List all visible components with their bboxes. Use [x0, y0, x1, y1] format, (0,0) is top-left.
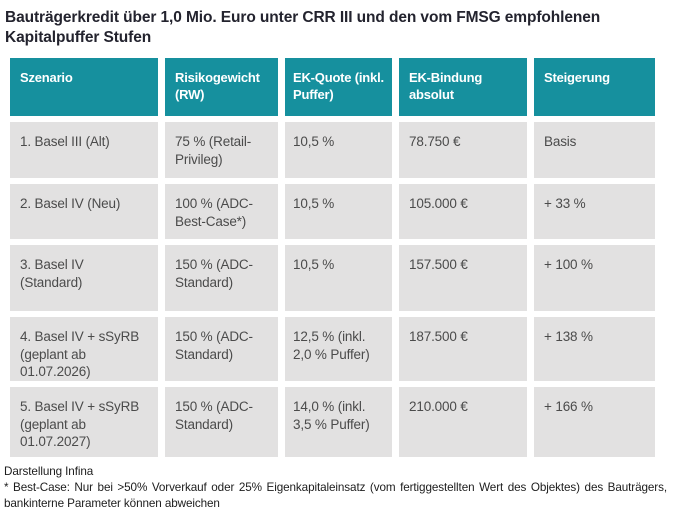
- cell-r5-steigerung: + 166 %: [534, 387, 655, 458]
- cell-r3-risikogewicht: 150 % (ADC-Standard): [165, 245, 278, 312]
- cell-r2-risikogewicht: 100 % (ADC-Best-Case*): [165, 184, 278, 240]
- footnote: * Best-Case: Nur bei >50% Vorverkauf ode…: [4, 481, 667, 511]
- cell-r1-ek-quote: 10,5 %: [285, 122, 392, 179]
- cell-r3-ek-bindung: 157.500 €: [399, 245, 527, 312]
- cell-r1-steigerung: Basis: [534, 122, 655, 179]
- col-header-szenario: Szenario: [10, 58, 158, 117]
- cell-r1-ek-bindung: 78.750 €: [399, 122, 527, 179]
- source-credit: Darstellung Infina: [4, 465, 94, 479]
- col-header-steigerung: Steigerung: [534, 58, 655, 117]
- cell-r5-szenario: 5. Basel IV + sSyRB (geplant ab 01.07.20…: [10, 387, 158, 458]
- col-header-ek-quote: EK-Quote (inkl. Puffer): [285, 58, 392, 117]
- cell-r1-risikogewicht: 75 % (Retail-Privileg): [165, 122, 278, 179]
- col-header-ek-bindung: EK-Bindung absolut: [399, 58, 527, 117]
- data-table: Szenario Risikogewicht (RW) EK-Quote (in…: [10, 58, 667, 458]
- cell-r1-szenario: 1. Basel III (Alt): [10, 122, 158, 179]
- cell-r2-ek-bindung: 105.000 €: [399, 184, 527, 240]
- cell-r4-ek-quote: 12,5 % (inkl. 2,0 % Puffer): [285, 317, 392, 382]
- cell-r2-ek-quote: 10,5 %: [285, 184, 392, 240]
- cell-r3-szenario: 3. Basel IV (Standard): [10, 245, 158, 312]
- cell-r5-ek-quote: 14,0 % (inkl. 3,5 % Puffer): [285, 387, 392, 458]
- cell-r2-steigerung: + 33 %: [534, 184, 655, 240]
- cell-r4-steigerung: + 138 %: [534, 317, 655, 382]
- cell-r4-szenario: 4. Basel IV + sSyRB (geplant ab 01.07.20…: [10, 317, 158, 382]
- cell-r5-ek-bindung: 210.000 €: [399, 387, 527, 458]
- figure-title: Bauträgerkredit über 1,0 Mio. Euro unter…: [5, 9, 601, 47]
- cell-r3-ek-quote: 10,5 %: [285, 245, 392, 312]
- col-header-risikogewicht: Risikogewicht (RW): [165, 58, 278, 117]
- cell-r5-risikogewicht: 150 % (ADC-Standard): [165, 387, 278, 458]
- cell-r3-steigerung: + 100 %: [534, 245, 655, 312]
- cell-r2-szenario: 2. Basel IV (Neu): [10, 184, 158, 240]
- cell-r4-ek-bindung: 187.500 €: [399, 317, 527, 382]
- cell-r4-risikogewicht: 150 % (ADC-Standard): [165, 317, 278, 382]
